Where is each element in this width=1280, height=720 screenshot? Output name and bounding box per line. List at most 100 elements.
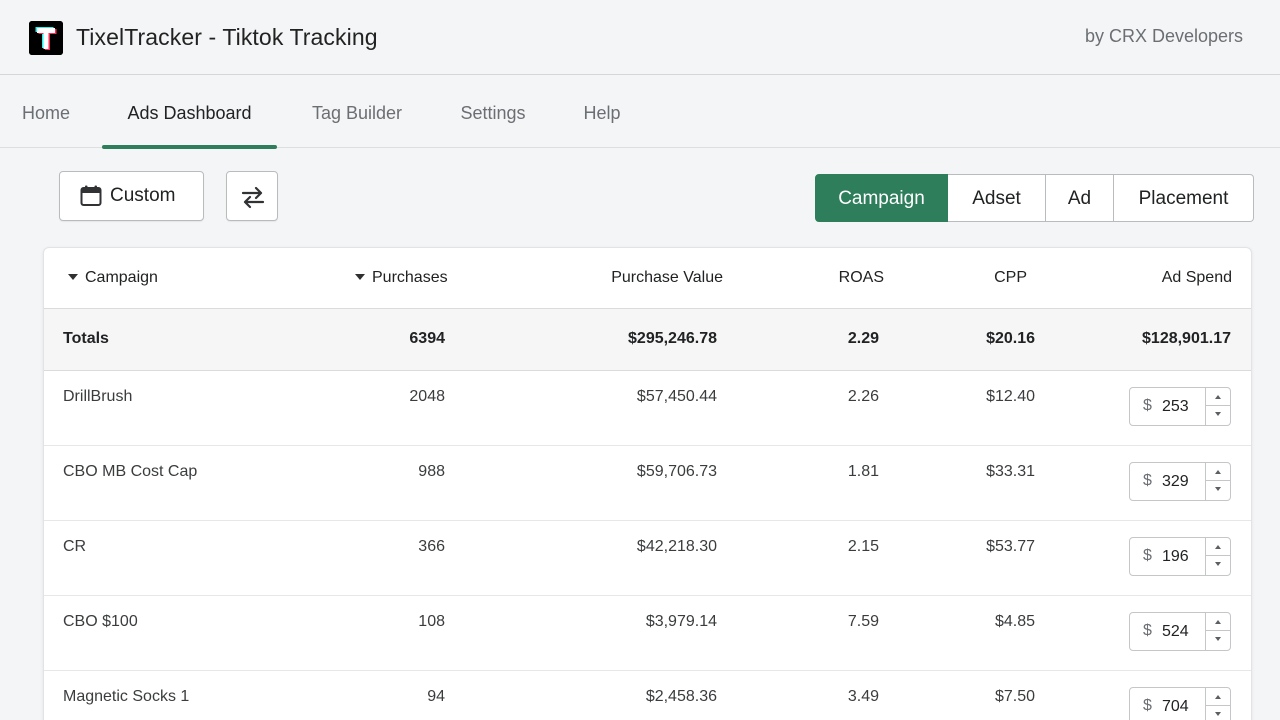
main-nav: Home Ads Dashboard Tag Builder Settings … — [0, 76, 1280, 149]
tab-label: Settings — [460, 103, 526, 123]
column-header-campaign[interactable]: Campaign — [68, 269, 158, 287]
purchase-value-cell: $2,458.36 — [645, 688, 717, 705]
column-label: Purchases — [372, 269, 448, 286]
swap-arrows-icon — [241, 186, 265, 209]
totals-row: Totals 6394 $295,246.78 2.29 $20.16 $128… — [44, 309, 1251, 371]
cpp-cell: $7.50 — [994, 688, 1035, 705]
currency-symbol: $ — [1143, 697, 1152, 714]
table-row: CBO $100 108 $3,979.14 7.59 $4.85 $ — [44, 596, 1251, 671]
tab-help[interactable]: Help — [581, 76, 623, 148]
purchase-value-cell: $57,450.44 — [636, 388, 717, 405]
ad-spend-stepper: $ — [1129, 537, 1231, 576]
roas-cell: 2.26 — [847, 388, 879, 405]
tiktok-logo-icon — [29, 21, 63, 55]
campaign-name: DrillBrush — [63, 388, 133, 405]
purchases-cell: 988 — [418, 463, 445, 480]
column-header-purchase-value[interactable]: Purchase Value — [611, 269, 723, 286]
column-header-cpp[interactable]: CPP — [994, 269, 1027, 286]
increment-arrow-icon[interactable] — [1206, 538, 1230, 556]
tab-label: Ads Dashboard — [127, 103, 252, 123]
column-header-roas[interactable]: ROAS — [838, 269, 884, 286]
column-label: Campaign — [85, 269, 158, 286]
totals-cpp: $20.16 — [986, 330, 1035, 347]
campaign-table: Campaign Purchases Purchase Value ROAS C… — [43, 247, 1252, 720]
totals-label: Totals — [63, 330, 109, 347]
calendar-icon — [80, 185, 102, 212]
cpp-cell: $53.77 — [986, 538, 1035, 555]
increment-arrow-icon[interactable] — [1206, 388, 1230, 406]
ad-spend-input[interactable] — [1162, 621, 1204, 643]
table-header: Campaign Purchases Purchase Value ROAS C… — [44, 248, 1251, 309]
column-header-ad-spend[interactable]: Ad Spend — [1161, 269, 1232, 286]
ad-spend-input[interactable] — [1162, 396, 1204, 418]
purchases-cell: 366 — [418, 538, 445, 555]
table-row: DrillBrush 2048 $57,450.44 2.26 $12.40 $ — [44, 371, 1251, 446]
campaign-name: Magnetic Socks 1 — [63, 688, 190, 705]
purchase-value-cell: $42,218.30 — [636, 538, 717, 555]
app-header: TixelTracker - Tiktok Tracking by CRX De… — [0, 0, 1280, 75]
table-row: CBO MB Cost Cap 988 $59,706.73 1.81 $33.… — [44, 446, 1251, 521]
purchase-value-cell: $3,979.14 — [645, 613, 717, 630]
cpp-cell: $12.40 — [986, 388, 1035, 405]
level-ad-button[interactable]: Ad — [1046, 174, 1114, 222]
app-title: TixelTracker - Tiktok Tracking — [76, 24, 378, 50]
table-row: Magnetic Socks 1 94 $2,458.36 3.49 $7.50… — [44, 671, 1251, 720]
level-adset-button[interactable]: Adset — [948, 174, 1046, 222]
ad-spend-stepper: $ — [1129, 462, 1231, 501]
level-campaign-button[interactable]: Campaign — [815, 174, 948, 222]
ad-spend-input[interactable] — [1162, 696, 1204, 718]
campaign-name: CBO $100 — [63, 613, 138, 630]
tab-ads-dashboard[interactable]: Ads Dashboard — [102, 76, 277, 149]
table-row: CR 366 $42,218.30 2.15 $53.77 $ — [44, 521, 1251, 596]
level-placement-button[interactable]: Placement — [1114, 174, 1254, 222]
cpp-cell: $4.85 — [994, 613, 1035, 630]
cpp-cell: $33.31 — [986, 463, 1035, 480]
campaign-name: CBO MB Cost Cap — [63, 463, 198, 480]
totals-roas: 2.29 — [847, 330, 879, 347]
tab-tag-builder[interactable]: Tag Builder — [308, 76, 406, 148]
increment-arrow-icon[interactable] — [1206, 688, 1230, 706]
currency-symbol: $ — [1143, 622, 1152, 639]
stepper-arrows — [1205, 538, 1230, 575]
currency-symbol: $ — [1143, 472, 1152, 489]
sort-caret-icon — [355, 274, 365, 280]
ad-spend-stepper: $ — [1129, 612, 1231, 651]
totals-purchases: 6394 — [409, 330, 445, 347]
stepper-arrows — [1205, 613, 1230, 650]
column-header-purchases[interactable]: Purchases — [355, 269, 448, 287]
purchases-cell: 94 — [427, 688, 445, 705]
swap-button[interactable] — [226, 171, 278, 221]
increment-arrow-icon[interactable] — [1206, 613, 1230, 631]
tab-label: Help — [583, 103, 621, 123]
date-range-label: Custom — [110, 185, 176, 206]
purchase-value-cell: $59,706.73 — [636, 463, 717, 480]
ad-spend-input[interactable] — [1162, 546, 1204, 568]
purchases-cell: 2048 — [409, 388, 445, 405]
currency-symbol: $ — [1143, 397, 1152, 414]
stepper-arrows — [1205, 388, 1230, 425]
stepper-arrows — [1205, 688, 1230, 720]
decrement-arrow-icon[interactable] — [1206, 631, 1230, 649]
decrement-arrow-icon[interactable] — [1206, 706, 1230, 720]
byline: by CRX Developers — [1084, 26, 1243, 46]
currency-symbol: $ — [1143, 547, 1152, 564]
active-tab-indicator — [102, 145, 277, 149]
campaign-name: CR — [63, 538, 87, 555]
tab-label: Home — [21, 103, 70, 123]
purchases-cell: 108 — [418, 613, 445, 630]
roas-cell: 2.15 — [847, 538, 879, 555]
totals-purchase-value: $295,246.78 — [628, 330, 717, 347]
decrement-arrow-icon[interactable] — [1206, 556, 1230, 574]
ad-spend-stepper: $ — [1129, 687, 1231, 720]
decrement-arrow-icon[interactable] — [1206, 481, 1230, 499]
ad-spend-input[interactable] — [1162, 471, 1204, 493]
decrement-arrow-icon[interactable] — [1206, 406, 1230, 424]
ad-spend-stepper: $ — [1129, 387, 1231, 426]
tab-settings[interactable]: Settings — [457, 76, 529, 148]
increment-arrow-icon[interactable] — [1206, 463, 1230, 481]
date-range-button[interactable]: Custom — [59, 171, 204, 221]
totals-ad-spend: $128,901.17 — [1142, 330, 1231, 347]
roas-cell: 7.59 — [847, 613, 879, 630]
stepper-arrows — [1205, 463, 1230, 500]
tab-home[interactable]: Home — [20, 76, 72, 148]
